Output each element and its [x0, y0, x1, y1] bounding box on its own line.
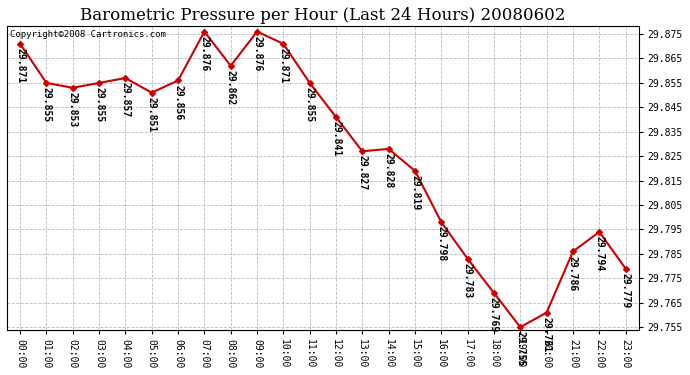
Text: 29.798: 29.798 — [436, 226, 446, 262]
Text: 29.856: 29.856 — [173, 85, 183, 120]
Text: 29.857: 29.857 — [121, 82, 130, 117]
Text: 29.783: 29.783 — [463, 263, 473, 298]
Text: 29.876: 29.876 — [252, 36, 262, 71]
Text: 29.851: 29.851 — [147, 97, 157, 132]
Text: 29.828: 29.828 — [384, 153, 394, 188]
Text: 29.876: 29.876 — [199, 36, 209, 71]
Text: 29.871: 29.871 — [15, 48, 25, 83]
Text: 29.855: 29.855 — [305, 87, 315, 122]
Text: 29.786: 29.786 — [568, 256, 578, 291]
Text: 29.755: 29.755 — [515, 332, 525, 367]
Text: 29.853: 29.853 — [68, 92, 78, 127]
Text: 29.855: 29.855 — [94, 87, 104, 122]
Text: 29.819: 29.819 — [410, 175, 420, 210]
Text: 29.761: 29.761 — [542, 317, 551, 352]
Text: 29.769: 29.769 — [489, 297, 499, 332]
Title: Barometric Pressure per Hour (Last 24 Hours) 20080602: Barometric Pressure per Hour (Last 24 Ho… — [80, 7, 566, 24]
Text: 29.862: 29.862 — [226, 70, 236, 105]
Text: 29.794: 29.794 — [594, 236, 604, 272]
Text: 29.855: 29.855 — [41, 87, 52, 122]
Text: 29.841: 29.841 — [331, 121, 341, 156]
Text: 29.827: 29.827 — [357, 156, 367, 191]
Text: Copyright©2008 Cartronics.com: Copyright©2008 Cartronics.com — [10, 30, 166, 39]
Text: 29.871: 29.871 — [278, 48, 288, 83]
Text: 29.779: 29.779 — [620, 273, 631, 308]
